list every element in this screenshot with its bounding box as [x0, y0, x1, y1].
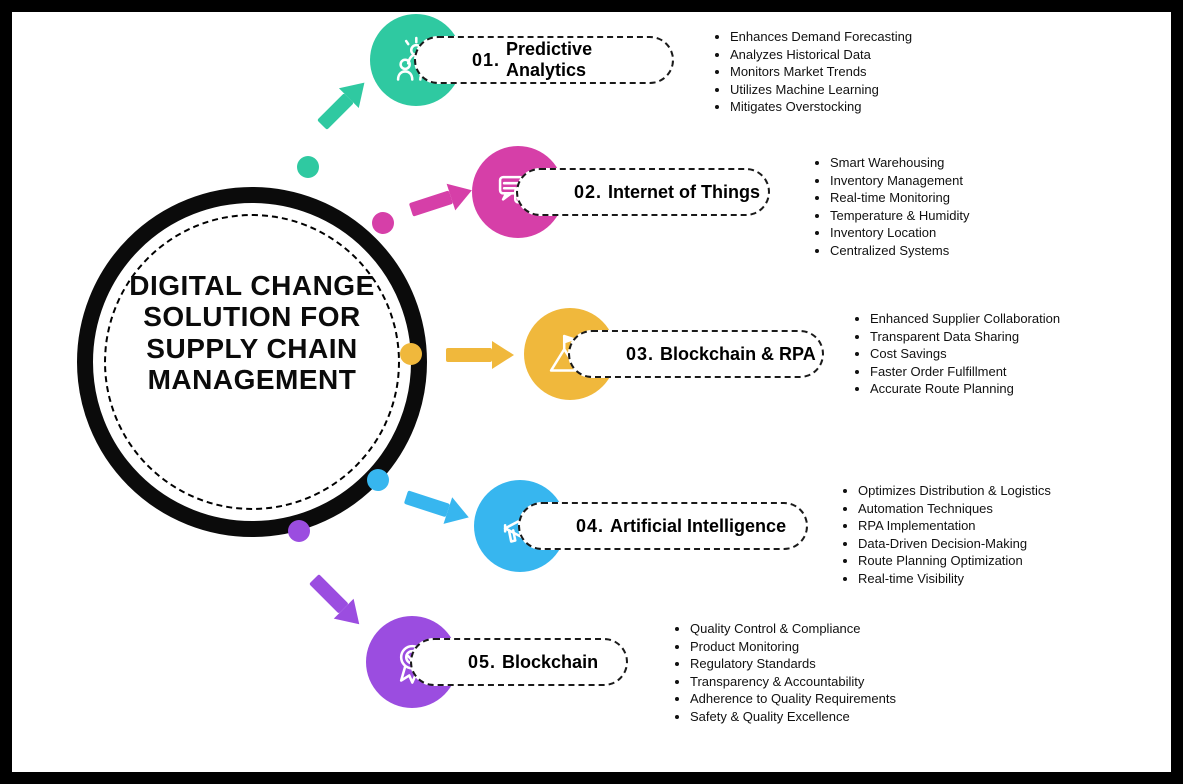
item-number: 02. — [518, 182, 608, 203]
item-label: Predictive Analytics — [506, 39, 672, 81]
bullet: Quality Control & Compliance — [690, 620, 896, 638]
bullet: Monitors Market Trends — [730, 63, 912, 81]
bullet: Safety & Quality Excellence — [690, 708, 896, 726]
connector-dot-2 — [400, 343, 422, 365]
item-bullets-2: Enhanced Supplier CollaborationTranspare… — [852, 310, 1060, 398]
bullet: Temperature & Humidity — [830, 207, 969, 225]
bullet: Inventory Location — [830, 224, 969, 242]
bullet: RPA Implementation — [858, 517, 1051, 535]
bullet: Optimizes Distribution & Logistics — [858, 482, 1051, 500]
item-pill-4: 05.Blockchain — [410, 638, 628, 686]
item-bullets-1: Smart WarehousingInventory ManagementRea… — [812, 154, 969, 259]
item-pill-3: 04.Artificial Intelligence — [518, 502, 808, 550]
bullet: Enhances Demand Forecasting — [730, 28, 912, 46]
bullet: Adherence to Quality Requirements — [690, 690, 896, 708]
connector-dot-3 — [367, 469, 389, 491]
item-label: Blockchain — [502, 652, 598, 673]
connector-dot-0 — [297, 156, 319, 178]
bullet: Real-time Monitoring — [830, 189, 969, 207]
bullet: Centralized Systems — [830, 242, 969, 260]
bullet: Route Planning Optimization — [858, 552, 1051, 570]
bullet: Enhanced Supplier Collaboration — [870, 310, 1060, 328]
item-number: 01. — [416, 50, 506, 71]
bullet: Utilizes Machine Learning — [730, 81, 912, 99]
canvas: DIGITAL CHANGE SOLUTION FOR SUPPLY CHAIN… — [12, 12, 1171, 772]
item-pill-2: 03.Blockchain & RPA — [568, 330, 824, 378]
bullet: Cost Savings — [870, 345, 1060, 363]
item-bullets-0: Enhances Demand ForecastingAnalyzes Hist… — [712, 28, 912, 116]
bullet: Data-Driven Decision-Making — [858, 535, 1051, 553]
item-bullets-3: Optimizes Distribution & LogisticsAutoma… — [840, 482, 1051, 587]
bullet: Analyzes Historical Data — [730, 46, 912, 64]
bullet: Transparency & Accountability — [690, 673, 896, 691]
item-label: Blockchain & RPA — [660, 344, 816, 365]
connector-dot-4 — [288, 520, 310, 542]
hub-title: DIGITAL CHANGE SOLUTION FOR SUPPLY CHAIN… — [122, 270, 382, 395]
item-number: 04. — [520, 516, 610, 537]
connector-dot-1 — [372, 212, 394, 234]
bullet: Real-time Visibility — [858, 570, 1051, 588]
bullet: Faster Order Fulfillment — [870, 363, 1060, 381]
item-label: Artificial Intelligence — [610, 516, 786, 537]
bullet: Inventory Management — [830, 172, 969, 190]
bullet: Smart Warehousing — [830, 154, 969, 172]
bullet: Accurate Route Planning — [870, 380, 1060, 398]
item-label: Internet of Things — [608, 182, 760, 203]
bullet: Mitigates Overstocking — [730, 98, 912, 116]
bullet: Automation Techniques — [858, 500, 1051, 518]
bullet: Transparent Data Sharing — [870, 328, 1060, 346]
item-pill-0: 01.Predictive Analytics — [414, 36, 674, 84]
bullet: Product Monitoring — [690, 638, 896, 656]
bullet: Regulatory Standards — [690, 655, 896, 673]
item-bullets-4: Quality Control & ComplianceProduct Moni… — [672, 620, 896, 725]
item-pill-1: 02.Internet of Things — [516, 168, 770, 216]
item-number: 05. — [412, 652, 502, 673]
item-number: 03. — [570, 344, 660, 365]
